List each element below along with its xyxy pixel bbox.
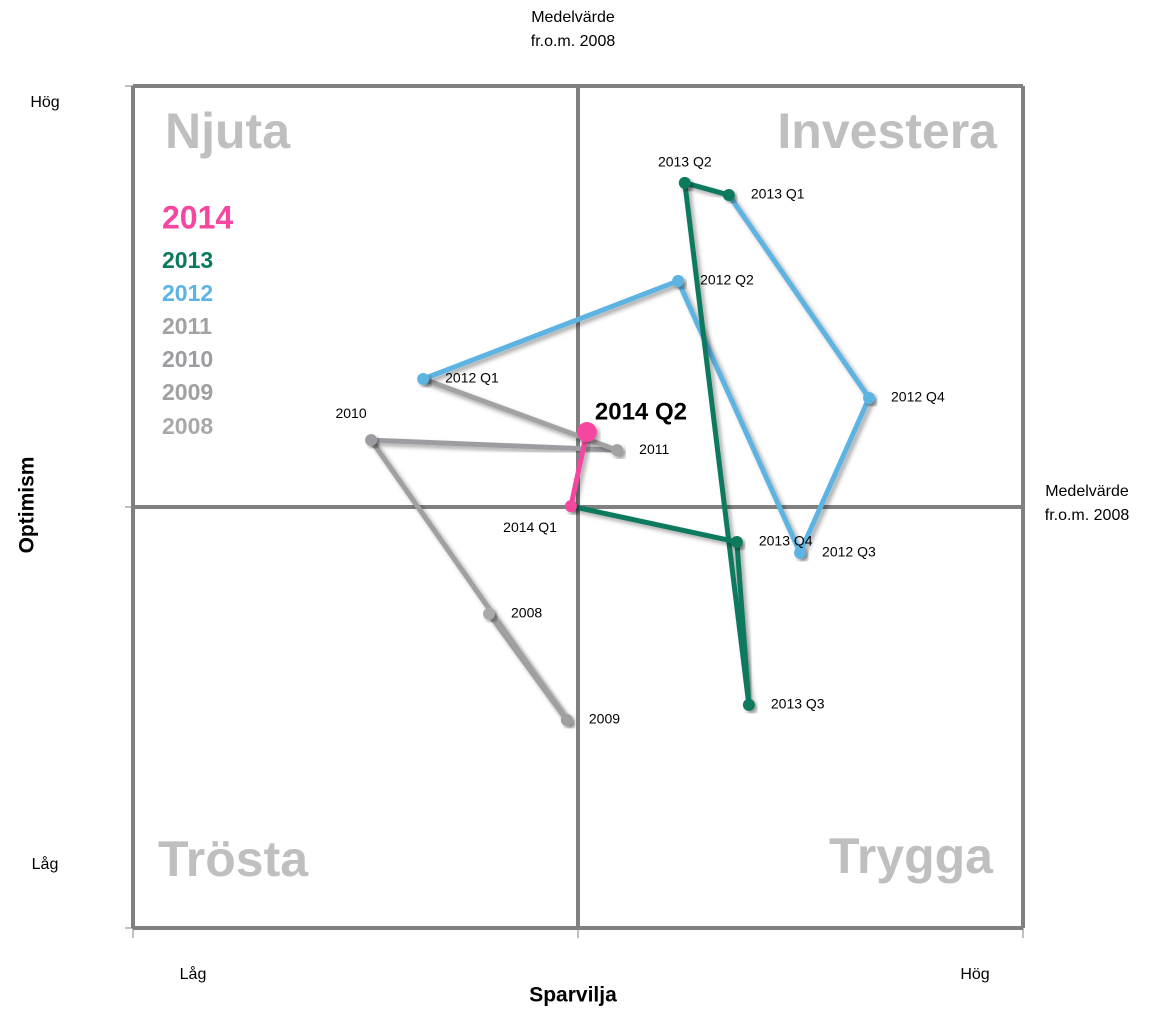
point-label: 2012 Q2 xyxy=(700,272,754,288)
trajectory-segment xyxy=(568,429,590,509)
point-label: 2013 Q2 xyxy=(658,154,712,170)
mean-label-y: fr.o.m. 2008 xyxy=(1045,507,1130,524)
point-label: 2014 Q2 xyxy=(595,398,687,425)
quadrant-label: Trygga xyxy=(829,828,994,884)
point-label: 2014 Q1 xyxy=(503,519,557,535)
point-label: 2012 Q4 xyxy=(891,389,945,405)
point xyxy=(863,391,876,404)
mean-label-y: Medelvärde xyxy=(1045,483,1129,500)
point-label: 2012 Q1 xyxy=(445,370,499,386)
quadrant-label: Njuta xyxy=(165,103,291,159)
point xyxy=(678,176,691,189)
point xyxy=(722,189,735,202)
point-label: 2012 Q3 xyxy=(822,544,876,560)
legend-entry: 2011 xyxy=(162,313,212,339)
point xyxy=(365,434,378,447)
x-end-label: Hög xyxy=(960,966,989,983)
trajectory-segment xyxy=(568,503,740,545)
point-label: 2013 Q1 xyxy=(751,186,805,202)
trajectory-segment xyxy=(368,437,620,453)
legend-entry: 2012 xyxy=(162,280,213,306)
point xyxy=(742,698,755,711)
trajectory-segment xyxy=(368,437,570,723)
mean-label-x: fr.o.m. 2008 xyxy=(531,33,616,50)
y-end-label: Låg xyxy=(32,855,59,873)
y-axis-title: Optimism xyxy=(16,457,39,554)
y-end-label: Hög xyxy=(30,94,59,111)
point xyxy=(576,422,597,443)
point xyxy=(611,444,624,457)
point xyxy=(730,535,743,548)
mean-label-x: Medelvärde xyxy=(531,9,615,26)
legend-entry: 2009 xyxy=(162,379,213,405)
legend-entry: 2008 xyxy=(162,413,213,439)
trajectory-segment xyxy=(682,180,732,198)
point xyxy=(417,373,430,386)
trajectory-segment xyxy=(675,278,803,556)
point-label: 2013 Q3 xyxy=(771,696,825,712)
point xyxy=(672,274,685,287)
point-label: 2011 xyxy=(639,441,669,457)
trajectory-segment xyxy=(734,539,752,708)
point xyxy=(794,546,807,559)
point-label: 2010 xyxy=(335,405,366,421)
point-label: 2013 Q4 xyxy=(759,533,813,549)
trajectory-segment xyxy=(797,395,872,556)
x-end-label: Låg xyxy=(180,965,207,983)
legend-entry: 2014 xyxy=(162,199,233,235)
legend-entry: 2013 xyxy=(162,247,213,273)
point xyxy=(564,500,577,513)
quadrant-label: Investera xyxy=(777,103,998,159)
x-axis-title: Sparvilja xyxy=(529,984,617,1007)
legend-entry: 2010 xyxy=(162,346,213,372)
point xyxy=(560,714,573,727)
trajectory-segment xyxy=(682,180,752,708)
trajectory-segment xyxy=(726,192,872,401)
trajectory-segment xyxy=(420,278,681,382)
point xyxy=(483,607,495,620)
point-label: 2009 xyxy=(589,711,620,727)
quadrant-label: Trösta xyxy=(158,831,309,887)
point-label: 2008 xyxy=(511,605,542,621)
